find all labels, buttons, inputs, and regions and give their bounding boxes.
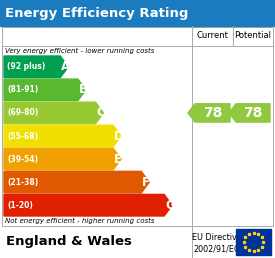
Polygon shape [4,102,103,124]
Polygon shape [188,104,230,122]
Bar [236,229,271,255]
Text: A: A [61,60,70,73]
Polygon shape [4,195,172,216]
Text: Current: Current [197,31,229,41]
Polygon shape [4,125,121,147]
Text: F: F [142,176,150,189]
Polygon shape [4,79,86,101]
Polygon shape [4,56,68,78]
Text: 2002/91/EC: 2002/91/EC [193,245,240,254]
Text: Very energy efficient - lower running costs: Very energy efficient - lower running co… [5,48,154,54]
Bar [0,0,275,26]
Text: EU Directive: EU Directive [192,233,241,242]
Text: E: E [114,152,122,166]
Text: C: C [97,107,105,119]
Text: Not energy efficient - higher running costs: Not energy efficient - higher running co… [5,218,155,224]
Text: G: G [165,199,175,212]
Polygon shape [4,171,149,193]
Text: 78: 78 [203,106,222,120]
Text: (39-54): (39-54) [7,155,38,164]
Text: (1-20): (1-20) [7,201,33,210]
Polygon shape [4,148,121,170]
Text: Energy Efficiency Rating: Energy Efficiency Rating [5,6,188,20]
Text: (69-80): (69-80) [7,108,38,117]
Text: Potential: Potential [235,31,271,41]
Bar [0,226,275,258]
Text: England & Wales: England & Wales [6,236,132,248]
Text: B: B [79,83,88,96]
Polygon shape [229,104,270,122]
Text: (92 plus): (92 plus) [7,62,45,71]
Text: (21-38): (21-38) [7,178,38,187]
Text: 78: 78 [243,106,263,120]
Text: D: D [114,130,124,142]
Text: (55-68): (55-68) [7,132,38,141]
Text: (81-91): (81-91) [7,85,38,94]
Bar [2,27,273,226]
